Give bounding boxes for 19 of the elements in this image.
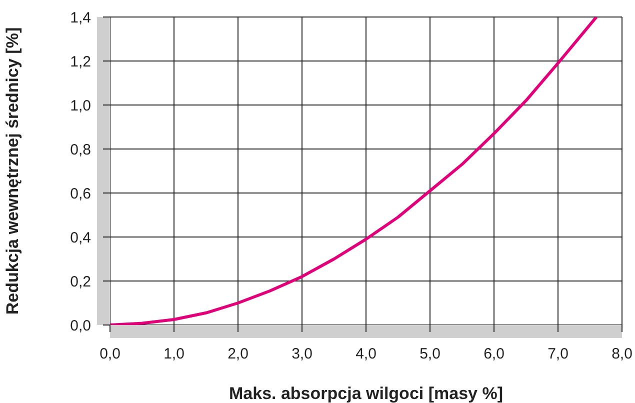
x-tick-label: 5,0 <box>420 346 440 363</box>
x-tick-label: 1,0 <box>164 346 184 363</box>
y-tick-label: 1,2 <box>70 53 91 70</box>
x-tick-label: 0,0 <box>100 346 120 363</box>
x-tick-label: 2,0 <box>228 346 248 363</box>
x-axis-title: Maks. absorpcja wilgoci [masy %] <box>229 384 503 403</box>
x-tick-label: 8,0 <box>612 346 632 363</box>
y-tick-label: 0,8 <box>70 141 91 158</box>
y-axis-title: Redukcja wewnętrznej średnicy [%] <box>3 27 22 315</box>
y-tick-label: 0,2 <box>70 273 91 290</box>
y-tick-label: 1,0 <box>70 97 91 114</box>
y-tick-label: 1,4 <box>70 9 91 26</box>
y-tick-label: 0,6 <box>70 185 91 202</box>
x-tick-label: 6,0 <box>484 346 504 363</box>
x-tick-label: 3,0 <box>292 346 312 363</box>
y-tick-label: 0,0 <box>70 317 91 334</box>
x-tick-label: 4,0 <box>356 346 376 363</box>
y-tick-label: 0,4 <box>70 229 91 246</box>
x-tick-label: 7,0 <box>548 346 568 363</box>
